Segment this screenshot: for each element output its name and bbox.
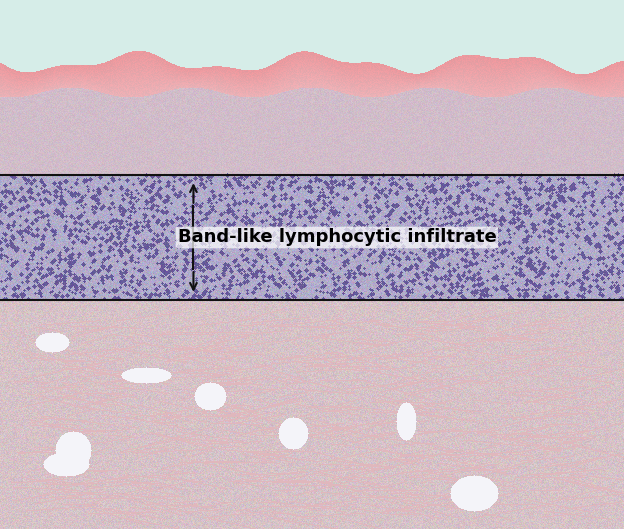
Text: Band-like lymphocytic infiltrate: Band-like lymphocytic infiltrate [178, 229, 496, 247]
